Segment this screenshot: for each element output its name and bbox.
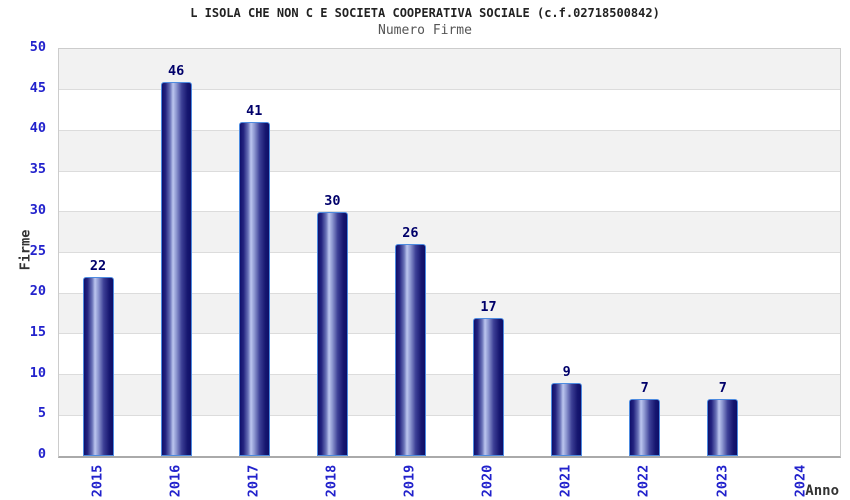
x-tick-label: 2021 (546, 461, 586, 500)
x-tick-label-text: 2018 (323, 464, 340, 498)
bar-value-label: 46 (168, 62, 185, 79)
bar-2022 (629, 399, 661, 456)
bar-2019 (394, 244, 426, 456)
bar-value-label: 41 (246, 103, 263, 120)
y-tick-label: 5 (37, 405, 46, 422)
x-tick-label: 2020 (468, 461, 508, 500)
chart-subtitle: Numero Firme (378, 23, 472, 38)
y-tick-label: 15 (29, 323, 46, 340)
x-tick-label-text: 2019 (401, 464, 418, 498)
bar-2018 (316, 211, 348, 456)
bar-value-label: 7 (640, 380, 649, 397)
gridline (59, 292, 840, 294)
y-tick-label: 20 (29, 283, 46, 300)
bar-2021 (551, 382, 583, 456)
x-tick-label: 2022 (624, 461, 664, 500)
gridline (59, 252, 840, 253)
y-tick-label: 30 (29, 201, 46, 218)
x-tick-label: 2019 (389, 461, 429, 500)
bar-value-label: 26 (402, 225, 419, 242)
bar-value-label: 30 (324, 192, 341, 209)
bar-value-label: 7 (718, 380, 727, 397)
y-tick-label: 35 (29, 161, 46, 178)
gridline (59, 89, 840, 91)
bar-value-label: 22 (89, 257, 107, 274)
bar-value-label: 17 (480, 298, 497, 315)
y-tick-label: 45 (29, 79, 46, 96)
y-tick-label: 50 (29, 39, 46, 55)
x-tick-label-text: 2022 (635, 464, 652, 498)
x-tick-label: 2015 (77, 461, 117, 500)
x-tick-label-text: 2024 (791, 464, 808, 498)
gridline (59, 374, 840, 376)
x-tick-label-text: 2021 (557, 464, 574, 498)
bar-2023 (707, 399, 739, 456)
y-tick-label: 40 (29, 120, 46, 137)
x-tick-label: 2017 (233, 461, 273, 500)
gridline (59, 414, 840, 416)
bar-2016 (160, 81, 192, 456)
x-tick-label-text: 2015 (89, 464, 106, 498)
gridline (59, 333, 840, 335)
gridline (59, 211, 840, 213)
x-tick-label: 2018 (311, 461, 351, 500)
bar-2017 (238, 122, 270, 456)
x-tick-label-text: 2017 (245, 464, 262, 498)
x-tick-label: 2023 (702, 461, 742, 500)
plot-area: 22 46 41 30 26 17 9 7 7 (58, 48, 841, 458)
gridline (59, 129, 840, 131)
y-tick-label: 0 (37, 446, 46, 462)
chart-title: L ISOLA CHE NON C E SOCIETA COOPERATIVA … (190, 6, 660, 20)
bar-value-label: 9 (562, 363, 571, 380)
x-axis-title: Anno (805, 483, 839, 499)
bar-2020 (473, 317, 505, 456)
y-tick-label: 25 (29, 242, 46, 259)
x-tick-label-text: 2016 (167, 464, 184, 498)
bar-2015 (82, 276, 114, 456)
y-tick-label: 10 (29, 364, 46, 381)
x-tick-label-text: 2023 (713, 464, 730, 498)
x-tick-label-text: 2020 (479, 464, 496, 498)
x-tick-label: 2024 (780, 461, 820, 500)
gridline (59, 170, 840, 172)
x-tick-label: 2016 (155, 461, 195, 500)
